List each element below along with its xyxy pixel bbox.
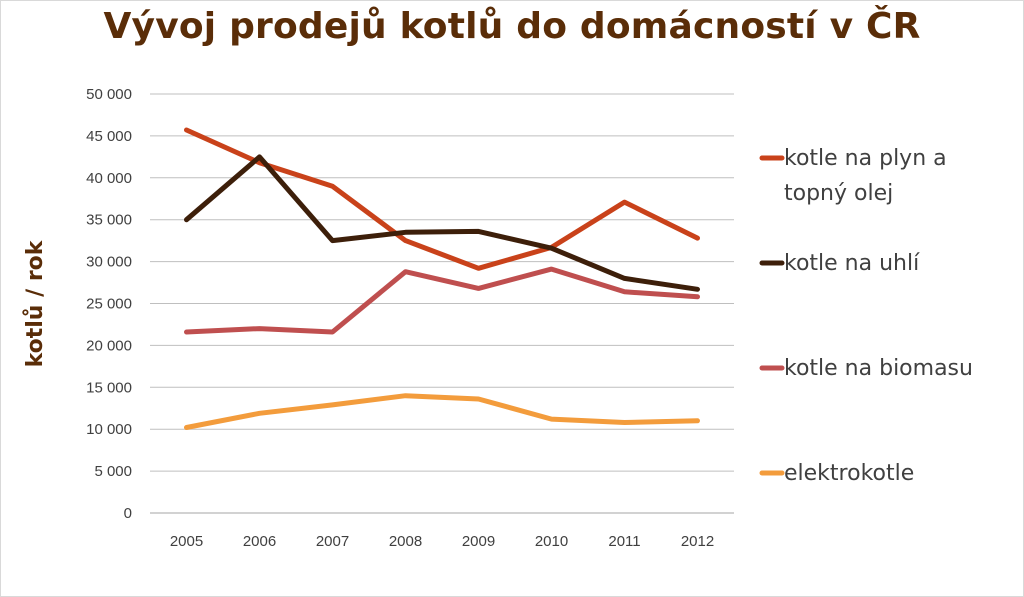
legend: kotle na plyn a topný olej kotle na uhlí ko… [759, 146, 973, 486]
x-tick-label: 2008 [389, 533, 422, 550]
series-line [184, 266, 700, 335]
y-tick-label: 50 000 [86, 86, 132, 103]
y-axis-ticks: 0 5 000 10 000 15 000 20 000 25 000 30 000 35 0… [86, 86, 132, 522]
y-axis-label: kotlů / rok [23, 239, 48, 367]
y-tick-label: 0 [124, 505, 132, 522]
y-tick-label: 25 000 [86, 296, 132, 313]
x-tick-label: 2009 [462, 533, 495, 550]
y-tick-label: 20 000 [86, 337, 132, 354]
x-tick-label: 2005 [170, 533, 203, 550]
x-tick-label: 2010 [535, 533, 568, 550]
y-tick-label: 30 000 [86, 254, 132, 271]
gridlines [150, 93, 734, 514]
x-tick-label: 2011 [608, 533, 640, 550]
series-lines [184, 127, 700, 430]
legend-label: topný olej [784, 181, 893, 206]
y-tick-label: 45 000 [86, 128, 132, 145]
y-tick-label: 35 000 [86, 212, 132, 229]
legend-label: kotle na biomasu [784, 356, 973, 381]
series-line [184, 127, 700, 271]
x-tick-label: 2006 [243, 533, 276, 550]
legend-label: elektrokotle [784, 461, 914, 486]
x-axis-ticks: 2005 2006 2007 2008 2009 2010 2011 2012 [170, 533, 714, 550]
series-line [184, 393, 700, 430]
y-tick-label: 5 000 [94, 463, 132, 480]
chart-title: Vývoj prodejů kotlů do domácností v ČR [103, 6, 921, 47]
legend-label: kotle na uhlí [784, 251, 920, 276]
y-tick-label: 10 000 [86, 421, 132, 438]
series-line [184, 154, 700, 292]
y-tick-label: 15 000 [86, 379, 132, 396]
x-tick-label: 2012 [681, 533, 714, 550]
legend-label: kotle na plyn a [784, 146, 947, 171]
y-tick-label: 40 000 [86, 170, 132, 187]
x-tick-label: 2007 [316, 533, 349, 550]
